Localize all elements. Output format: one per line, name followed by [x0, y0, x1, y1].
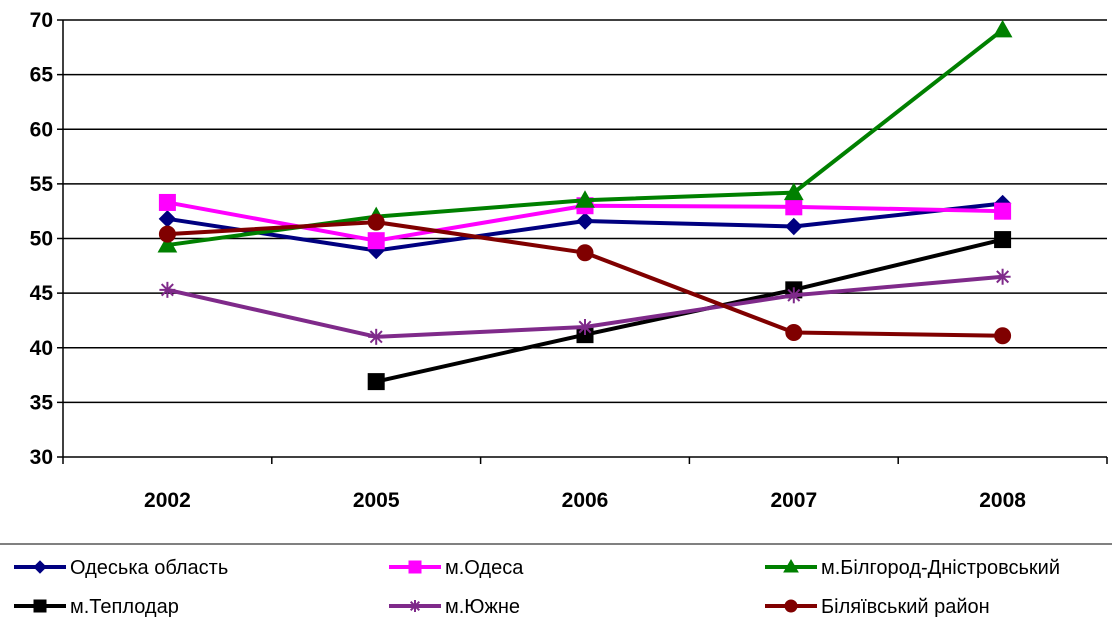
- y-tick-label: 40: [30, 337, 53, 360]
- y-tick-label: 60: [30, 118, 53, 141]
- legend-marker: [784, 599, 798, 613]
- data-point: [367, 213, 385, 231]
- star-stroke: [787, 288, 801, 302]
- data-point: [575, 190, 595, 208]
- data-point: [994, 327, 1012, 345]
- data-point: [577, 318, 593, 335]
- star-stroke: [369, 330, 383, 344]
- x-tick-label: 2002: [144, 489, 191, 512]
- x-tick-label: 2006: [562, 489, 609, 512]
- gridlines: [63, 19, 1107, 404]
- legend-marker: [409, 600, 421, 612]
- y-tick-label: 45: [30, 282, 54, 305]
- legend-marker: [408, 560, 422, 574]
- y-tick-label: 35: [30, 391, 54, 414]
- series-lines: [157, 19, 1013, 391]
- legend-marker: [783, 559, 799, 573]
- data-point: [785, 287, 802, 304]
- data-point: [159, 281, 176, 298]
- data-point: [785, 323, 803, 341]
- legend-entry: м.Южне: [389, 596, 520, 618]
- data-point: [158, 225, 176, 243]
- data-point: [783, 182, 804, 201]
- star-stroke: [409, 600, 421, 612]
- legend-label: Одеська область: [70, 557, 228, 579]
- star-stroke: [578, 320, 592, 334]
- data-point: [576, 212, 594, 230]
- y-tick-label: 30: [30, 446, 53, 469]
- data-point: [157, 235, 178, 253]
- y-tick-label: 50: [30, 228, 53, 251]
- data-point: [992, 19, 1013, 38]
- x-tick-label: 2008: [979, 489, 1026, 512]
- legend-label: м.Одеса: [445, 557, 524, 579]
- legend-entry: м.Білгород-Дністровський: [765, 557, 1060, 579]
- data-point: [785, 217, 803, 236]
- data-point: [576, 244, 594, 262]
- legend-entry: м.Одеса: [389, 557, 524, 579]
- data-point: [158, 193, 176, 211]
- star-stroke: [996, 270, 1010, 284]
- y-tick-label: 65: [30, 64, 54, 87]
- data-point: [994, 268, 1011, 285]
- legend-entry: Одеська область: [14, 557, 228, 579]
- data-point: [994, 202, 1012, 220]
- legend-entry: м.Теплодар: [14, 596, 179, 618]
- series-5: [158, 213, 1012, 345]
- legend: Одеська область м.Одеса м.Білгород-Дністро…: [0, 543, 1112, 618]
- y-tick-label: 55: [30, 173, 54, 196]
- data-point: [785, 198, 803, 216]
- legend-label: Біляївський район: [821, 596, 990, 618]
- data-point: [367, 373, 385, 391]
- data-point: [158, 210, 177, 228]
- data-point: [367, 232, 385, 250]
- x-tick-label: 2007: [770, 489, 817, 512]
- y-tick-label: 70: [30, 9, 53, 32]
- x-tick-label: 2005: [353, 489, 400, 512]
- legend-label: м.Білгород-Дністровський: [821, 557, 1060, 579]
- legend-marker: [33, 560, 47, 574]
- data-point: [368, 328, 385, 345]
- star-stroke: [160, 283, 174, 297]
- legend-entry: Біляївський район: [765, 596, 990, 618]
- series-4: [159, 268, 1011, 345]
- legend-label: м.Южне: [445, 596, 520, 618]
- legend-label: м.Теплодар: [70, 596, 179, 618]
- data-point: [994, 231, 1012, 249]
- axes: 30 35 40 45 50 55 60 65 70 2002 2005 2006 2007 2008: [30, 9, 1108, 512]
- legend-marker: [33, 599, 47, 613]
